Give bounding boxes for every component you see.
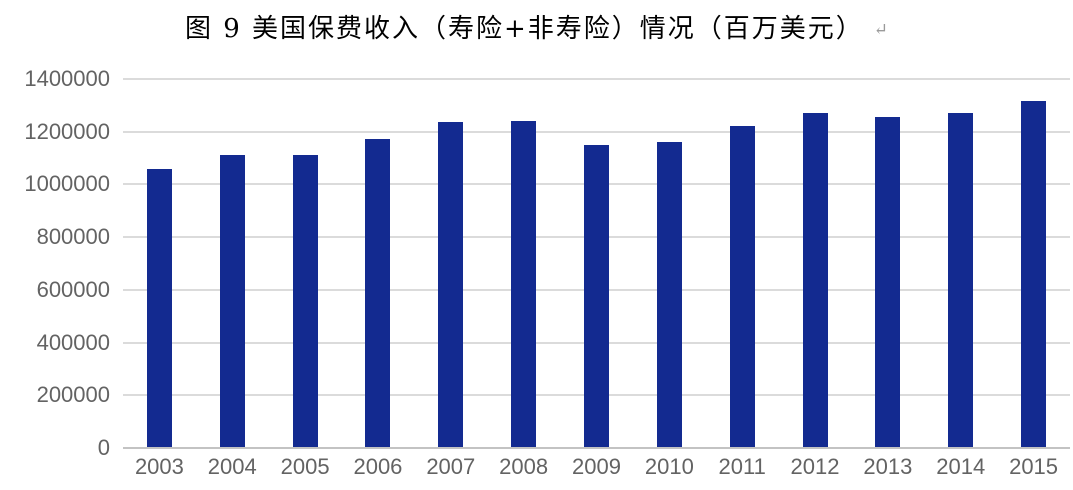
bar-2007 xyxy=(438,122,464,448)
bar-2005 xyxy=(292,155,318,448)
gridline xyxy=(123,78,1070,80)
x-tick-label: 2012 xyxy=(790,454,840,479)
bar-2009 xyxy=(584,145,609,448)
y-tick-label: 600000 xyxy=(36,276,110,302)
chart-title-line: 图 9 美国保费收入（寿险+非寿险）情况（百万美元） ↵ xyxy=(0,8,1073,45)
x-tick-label: 2008 xyxy=(499,454,549,479)
bar-2015 xyxy=(1021,100,1047,448)
x-tick-label: 2011 xyxy=(718,454,766,479)
x-tick-label: 2006 xyxy=(353,454,403,479)
y-tick-label: 1000000 xyxy=(24,171,110,197)
bar-2004 xyxy=(219,154,245,448)
y-tick-label: 1400000 xyxy=(24,66,110,91)
bar-2010 xyxy=(656,141,682,448)
y-tick-label: 200000 xyxy=(36,382,110,408)
bar-2006 xyxy=(365,139,391,448)
bar-2011 xyxy=(729,125,755,448)
x-tick-label: 2014 xyxy=(936,454,986,479)
x-tick-label: 2013 xyxy=(863,454,913,479)
bar-2008 xyxy=(511,120,537,448)
bar-2003 xyxy=(146,168,172,448)
y-tick-label: 400000 xyxy=(36,329,110,355)
x-axis-line xyxy=(123,447,1070,449)
bar-2013 xyxy=(875,116,901,448)
y-tick-label: 800000 xyxy=(36,224,110,250)
y-tick-label: 1200000 xyxy=(24,118,110,144)
x-tick-label: 2007 xyxy=(426,454,476,479)
chart-title: 图 9 美国保费收入（寿险+非寿险）情况（百万美元） xyxy=(184,14,864,44)
paragraph-mark-icon: ↵ xyxy=(873,20,889,40)
x-tick-label: 2004 xyxy=(207,454,257,479)
x-tick-label: 2015 xyxy=(1009,454,1059,479)
bar-2014 xyxy=(948,112,974,448)
bar-2012 xyxy=(802,112,828,448)
gridline xyxy=(123,130,1070,133)
y-tick-label: 0 xyxy=(97,435,110,460)
x-tick-label: 2009 xyxy=(572,454,621,479)
x-tick-label: 2005 xyxy=(280,454,330,479)
x-tick-label: 2003 xyxy=(134,454,184,479)
x-tick-label: 2010 xyxy=(644,454,694,479)
